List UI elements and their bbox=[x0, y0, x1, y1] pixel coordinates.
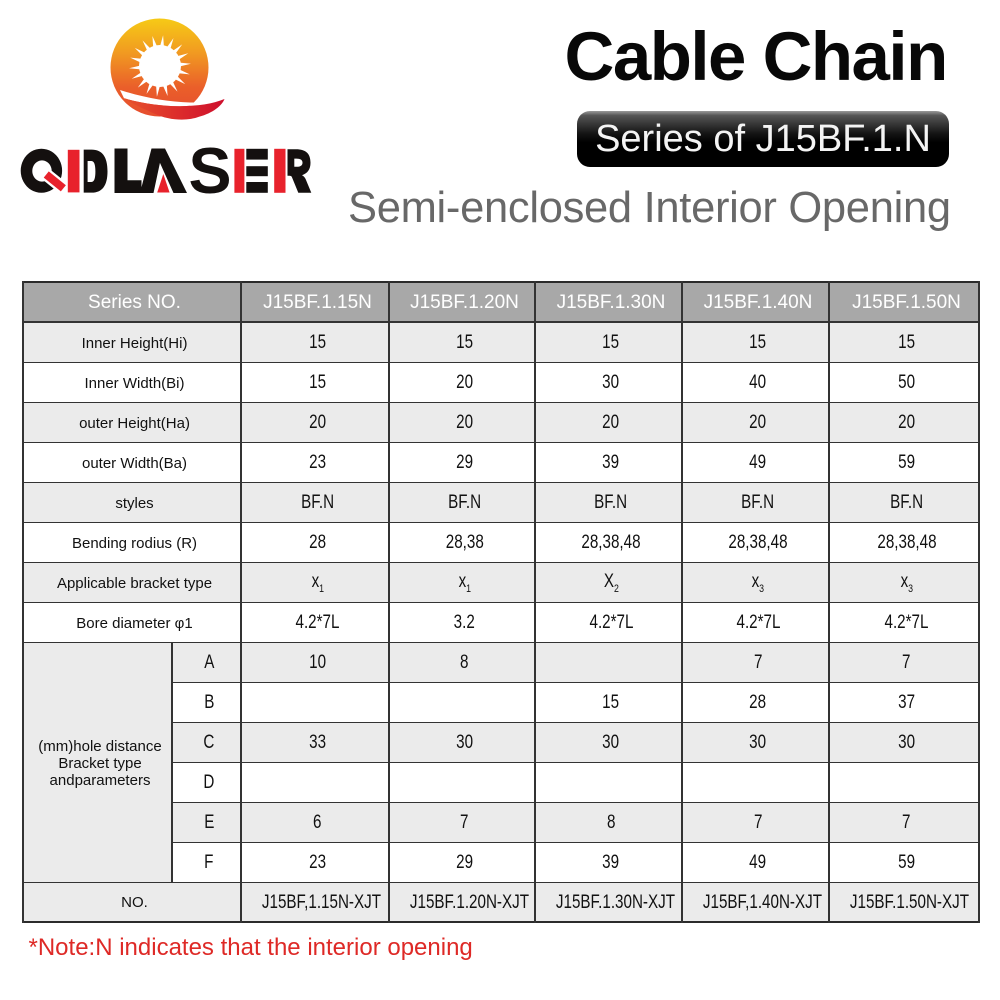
svg-text:S: S bbox=[189, 135, 232, 207]
